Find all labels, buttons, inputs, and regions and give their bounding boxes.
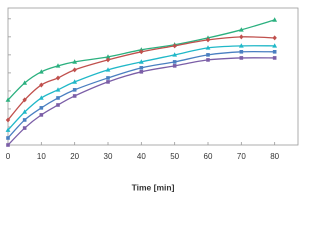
data-point: [55, 87, 61, 92]
data-point: [272, 56, 277, 60]
data-point: [38, 69, 44, 74]
data-point: [39, 113, 44, 117]
data-point: [239, 56, 244, 60]
data-point: [172, 52, 178, 57]
data-point: [56, 103, 60, 107]
data-point: [5, 127, 11, 132]
data-point: [6, 136, 10, 140]
data-point: [172, 64, 177, 68]
data-point: [72, 59, 78, 64]
data-point: [238, 43, 244, 48]
data-point: [72, 94, 77, 98]
data-point: [38, 95, 44, 100]
data-point: [105, 57, 111, 63]
data-point: [205, 45, 211, 50]
data-point: [5, 97, 11, 102]
x-tick-label: 70: [237, 152, 246, 161]
data-point: [206, 58, 210, 62]
data-point: [206, 53, 210, 57]
chart: Time [min] 0 10 20 30 40 50 60 70 80: [5, 7, 299, 192]
data-point: [139, 49, 144, 55]
data-point: [72, 88, 77, 92]
data-point: [172, 60, 177, 64]
data-point: [22, 118, 27, 122]
data-point: [22, 80, 28, 85]
x-tick-label: 80: [270, 152, 279, 161]
x-axis-label: Time [min]: [132, 182, 175, 192]
data-point: [272, 35, 277, 41]
data-point: [56, 96, 60, 100]
plot-frame: [7, 7, 299, 146]
x-tick-label: 50: [170, 152, 179, 161]
data-point: [238, 27, 244, 32]
data-point: [72, 67, 77, 73]
data-point: [22, 126, 27, 130]
data-point: [139, 70, 144, 74]
data-point: [205, 37, 211, 43]
data-point: [138, 59, 144, 64]
data-point: [6, 143, 10, 147]
data-point: [55, 75, 61, 81]
data-point: [105, 67, 111, 72]
data-point: [22, 97, 27, 103]
data-point: [106, 76, 110, 80]
data-point: [105, 54, 111, 59]
data-point: [272, 50, 277, 54]
data-point: [39, 82, 44, 88]
data-point: [272, 43, 278, 48]
data-point: [272, 17, 278, 22]
x-tick-label: 20: [70, 152, 79, 161]
data-point: [55, 63, 61, 68]
data-point: [106, 80, 110, 84]
x-tick-label: 40: [137, 152, 146, 161]
data-point: [139, 66, 144, 70]
data-point: [39, 106, 44, 110]
x-tick-label: 0: [6, 152, 11, 161]
data-point: [239, 34, 244, 40]
x-tick-label: 30: [104, 152, 113, 161]
data-point: [172, 43, 177, 49]
data-point: [239, 50, 244, 54]
data-point: [22, 109, 28, 114]
data-point: [5, 117, 11, 123]
data-point: [72, 79, 78, 84]
x-tick-label: 10: [37, 152, 46, 161]
x-tick-label: 60: [204, 152, 213, 161]
